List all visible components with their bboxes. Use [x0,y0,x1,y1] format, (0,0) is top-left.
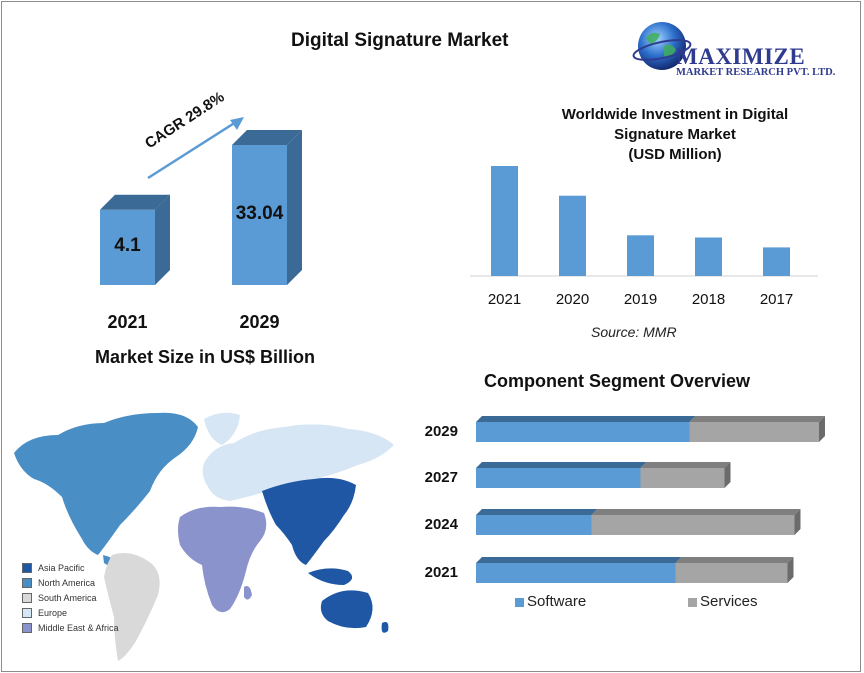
investment-chart-title-line: (USD Million) [628,146,722,163]
component-bar-segment-software [476,563,676,583]
market-size-value-label: 33.04 [235,203,284,224]
market-size-bar [232,130,302,285]
investment-bar [695,237,722,276]
globe-icon [632,22,692,70]
investment-chart-title-line: Signature Market [614,126,736,143]
legend-label-services: Services [700,593,758,610]
market-size-caption: Market Size in US$ Billion [95,347,316,367]
page-title: Digital Signature Market [291,30,509,51]
component-chart-title: Component Segment Overview [484,371,751,391]
investment-bar [627,235,654,276]
legend-label-software: Software [527,593,587,610]
map-legend-label: North America [38,577,96,588]
map-region-north-america [14,412,198,555]
component-bar-segment-services [689,422,819,442]
investment-tick-label: 2018 [692,291,725,308]
map-legend-item: Middle East & Africa [22,620,119,635]
map-region-middle-east-africa [178,506,267,613]
market-size-bar [100,194,170,285]
component-chart [476,416,825,607]
market-size-year-label: 2021 [107,312,148,332]
investment-tick-label: 2020 [556,291,589,308]
component-category-label: 2027 [424,469,458,486]
component-bar-segment-services [640,468,725,488]
component-bar-segment-services [675,563,788,583]
map-legend-swatch [22,607,32,618]
investment-bar [763,247,790,276]
investment-tick-label: 2017 [760,291,793,308]
logo-subtitle: MARKET RESEARCH PVT. LTD. [676,67,836,78]
map-legend: Asia Pacific North America South America Eu… [22,560,119,635]
market-size-year-label: 2029 [239,312,280,332]
component-bar-segment-software [476,468,641,488]
investment-bar [559,195,586,276]
market-size-chart [100,117,302,285]
map-legend-swatch [22,562,32,573]
market-size-value-label: 4.1 [114,235,141,257]
component-bar [476,416,825,442]
investment-bar [491,166,518,276]
logo [632,16,692,76]
legend-swatch-services [688,598,697,607]
map-legend-item: South America [22,590,119,605]
world-map [14,412,394,661]
source-note: Source: MMR [591,324,677,340]
investment-chart-title: Worldwide Investment in Digital Signatur… [540,105,810,165]
investment-tick-label: 2021 [488,291,521,308]
component-category-label: 2024 [424,516,458,533]
investment-chart: 2021 2020 2019 2018 2017 [470,166,818,308]
map-legend-item: Europe [22,605,119,620]
map-legend-swatch [22,622,32,633]
legend-swatch-software [515,598,524,607]
component-bar-segment-services [591,515,795,535]
map-legend-label: South America [38,592,97,603]
component-bar [476,557,794,583]
map-legend-item: Asia Pacific [22,560,119,575]
logo-name: MAXIMIZE [676,44,806,69]
map-region-europe [202,424,394,501]
map-region-south-america [104,553,160,661]
investment-chart-title-line: Worldwide Investment in Digital [561,106,789,123]
map-legend-label: Asia Pacific [38,562,85,573]
investment-tick-label: 2019 [624,291,657,308]
cagr-arrow-icon [147,117,244,180]
map-region-asia-pacific [262,477,356,565]
map-legend-swatch [22,577,32,588]
map-legend-swatch [22,592,32,603]
component-bar-segment-software [476,515,592,535]
component-bar [476,509,801,535]
map-legend-label: Europe [38,607,68,618]
map-region-greenland [204,412,240,445]
component-bar [476,462,731,488]
map-legend-item: North America [22,575,119,590]
component-category-label: 2021 [424,564,458,581]
component-bar-segment-software [476,422,690,442]
component-category-label: 2029 [424,423,458,440]
map-legend-label: Middle East & Africa [38,622,119,633]
